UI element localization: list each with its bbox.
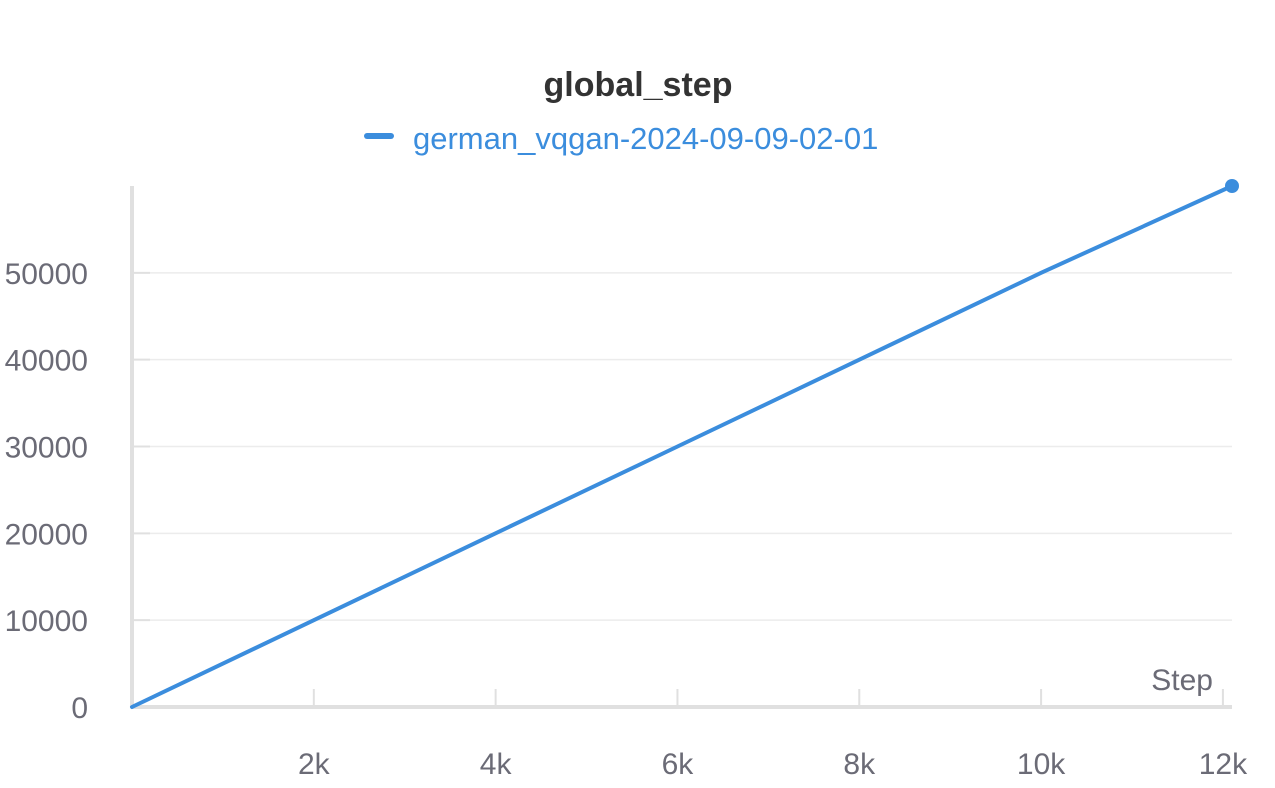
y-tick-label: 20000 <box>5 518 88 551</box>
y-tick-label: 50000 <box>5 258 88 291</box>
legend: german_vqgan-2024-09-09-02-01 <box>364 121 878 156</box>
series-layer <box>130 179 1239 709</box>
series-line <box>130 184 1234 709</box>
x-tick-label: 4k <box>480 748 513 781</box>
axis-layer: 0 10000 20000 30000 40000 50000 2k 4k 6k 8k 10k 12k <box>5 186 1248 781</box>
x-tick-label: 2k <box>298 748 331 781</box>
x-tick-label: 12k <box>1199 748 1248 781</box>
series-end-point <box>1225 179 1239 193</box>
x-axis-label: Step <box>1151 664 1213 697</box>
legend-label: german_vqgan-2024-09-09-02-01 <box>413 121 878 156</box>
legend-swatch <box>364 133 394 139</box>
y-tick-label: 10000 <box>5 605 88 638</box>
x-tick-label: 8k <box>843 748 876 781</box>
x-tick-label: 10k <box>1017 748 1066 781</box>
chart-title: global_step <box>544 66 733 104</box>
y-tick-label: 40000 <box>5 345 88 378</box>
y-tick-label: 0 <box>71 692 88 725</box>
y-tick-label: 30000 <box>5 432 88 465</box>
x-tick-label: 6k <box>662 748 695 781</box>
